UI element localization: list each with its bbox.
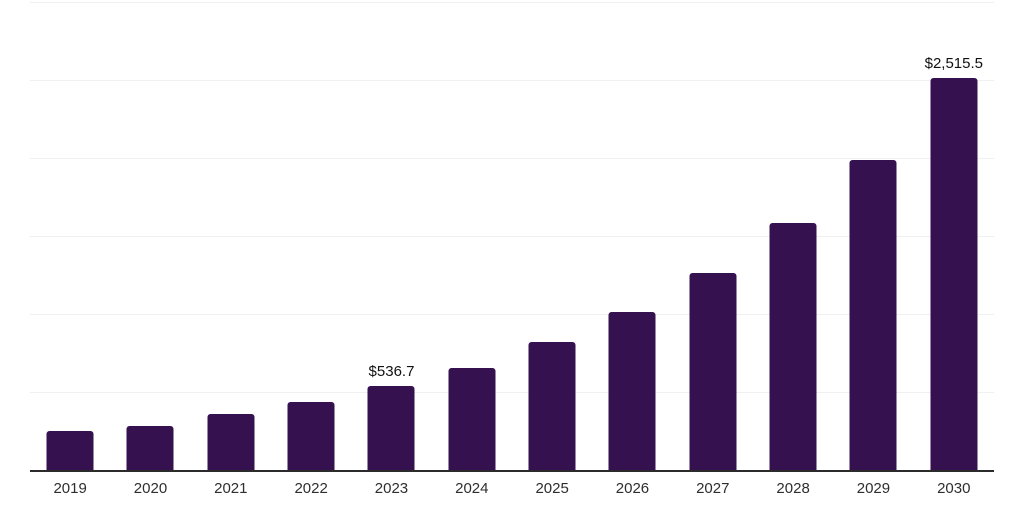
bar-2028[interactable] [769, 222, 817, 470]
bar-cell [592, 2, 672, 470]
bar-cell [110, 2, 190, 470]
bar-2029[interactable] [849, 159, 897, 470]
x-tick-label-2021: 2021 [214, 480, 248, 497]
bar-cell: $2,515.5 [914, 2, 994, 470]
x-tick-label-2029: 2029 [856, 480, 891, 497]
gridline [30, 392, 994, 393]
bar-cell [271, 2, 351, 470]
bar-cell [833, 2, 913, 470]
x-tick-label-2024: 2024 [455, 480, 489, 497]
bar-cell [432, 2, 512, 470]
bar-cell [30, 2, 110, 470]
x-tick-label-2025: 2025 [535, 480, 569, 497]
x-axis: 2019 2020 2021 2022 2023 2024 2025 2026 2027 2028… [30, 480, 994, 497]
x-tick-label-2023: 2023 [374, 480, 409, 497]
x-tick-label-2027: 2027 [696, 480, 730, 497]
bar-2030[interactable] [930, 77, 978, 470]
plot-area: $536.7 $2,515.5 [30, 2, 994, 472]
value-label-2030: $2,515.5 [924, 54, 984, 72]
bar-2020[interactable] [126, 426, 174, 470]
x-tick-label-2022: 2022 [294, 480, 328, 497]
x-tick-label-2026: 2026 [615, 480, 650, 497]
bar-2022[interactable] [287, 402, 335, 470]
gridline [30, 80, 994, 81]
gridline [30, 158, 994, 159]
bar-cell [753, 2, 833, 470]
value-label-2023: $536.7 [368, 363, 415, 381]
bar-2021[interactable] [207, 414, 255, 470]
bar-cell [191, 2, 271, 470]
bar-2019[interactable] [46, 431, 94, 470]
x-axis-line [30, 470, 994, 472]
bar-2024[interactable] [448, 367, 496, 470]
gridline [30, 314, 994, 315]
bar-2023[interactable] [367, 386, 415, 470]
bar-cell [673, 2, 753, 470]
bar-cell [512, 2, 592, 470]
bar-2027[interactable] [689, 272, 737, 470]
bar-2026[interactable] [608, 311, 656, 470]
x-tick-label-2020: 2020 [133, 480, 168, 497]
gridline [30, 236, 994, 237]
x-tick-label-2028: 2028 [776, 480, 810, 497]
bar-cell: $536.7 [351, 2, 431, 470]
bar-2025[interactable] [528, 342, 576, 470]
x-tick-label-2030: 2030 [937, 480, 971, 497]
gridline [30, 2, 994, 3]
x-tick-label-2019: 2019 [53, 480, 87, 497]
